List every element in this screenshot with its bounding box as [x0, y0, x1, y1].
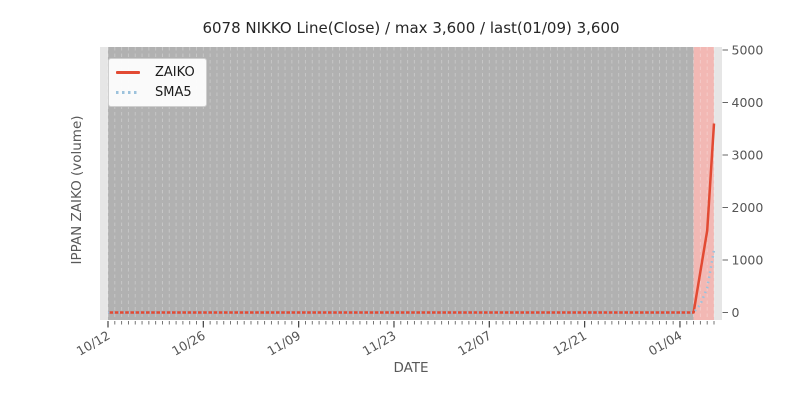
x-axis-label: DATE — [393, 360, 429, 376]
x-tick-label: 12/21 — [550, 328, 589, 359]
x-tick-label: 11/23 — [360, 328, 399, 359]
sma5-dotted-sample-icon — [116, 91, 140, 94]
recent-highlight-span — [693, 47, 714, 320]
legend-label-zaiko: ZAIKO — [155, 65, 195, 80]
legend-item-zaiko: ZAIKO — [116, 66, 195, 79]
chart-title: 6078 NIKKO Line(Close) / max 3,600 / las… — [202, 19, 620, 37]
x-tick-label: 10/26 — [169, 328, 208, 359]
legend-label-sma5: SMA5 — [155, 85, 192, 100]
x-tick-label: 12/07 — [455, 328, 494, 359]
zaiko-line-sample-icon — [116, 71, 140, 74]
x-tick-label: 01/04 — [646, 328, 685, 359]
y-tick-label: 2000 — [732, 200, 764, 215]
y-tick-label: 0 — [732, 305, 740, 320]
y-tick-label: 5000 — [732, 43, 764, 58]
x-tick-label: 10/12 — [74, 328, 113, 359]
series-line-sma5 — [108, 249, 716, 314]
y-tick-label: 1000 — [732, 253, 764, 268]
legend: ZAIKO SMA5 — [108, 58, 207, 107]
y-tick-label: 3000 — [732, 148, 764, 163]
x-tick-label: 11/09 — [264, 328, 303, 359]
legend-item-sma5: SMA5 — [116, 86, 195, 99]
y-tick-label: 4000 — [732, 95, 764, 110]
